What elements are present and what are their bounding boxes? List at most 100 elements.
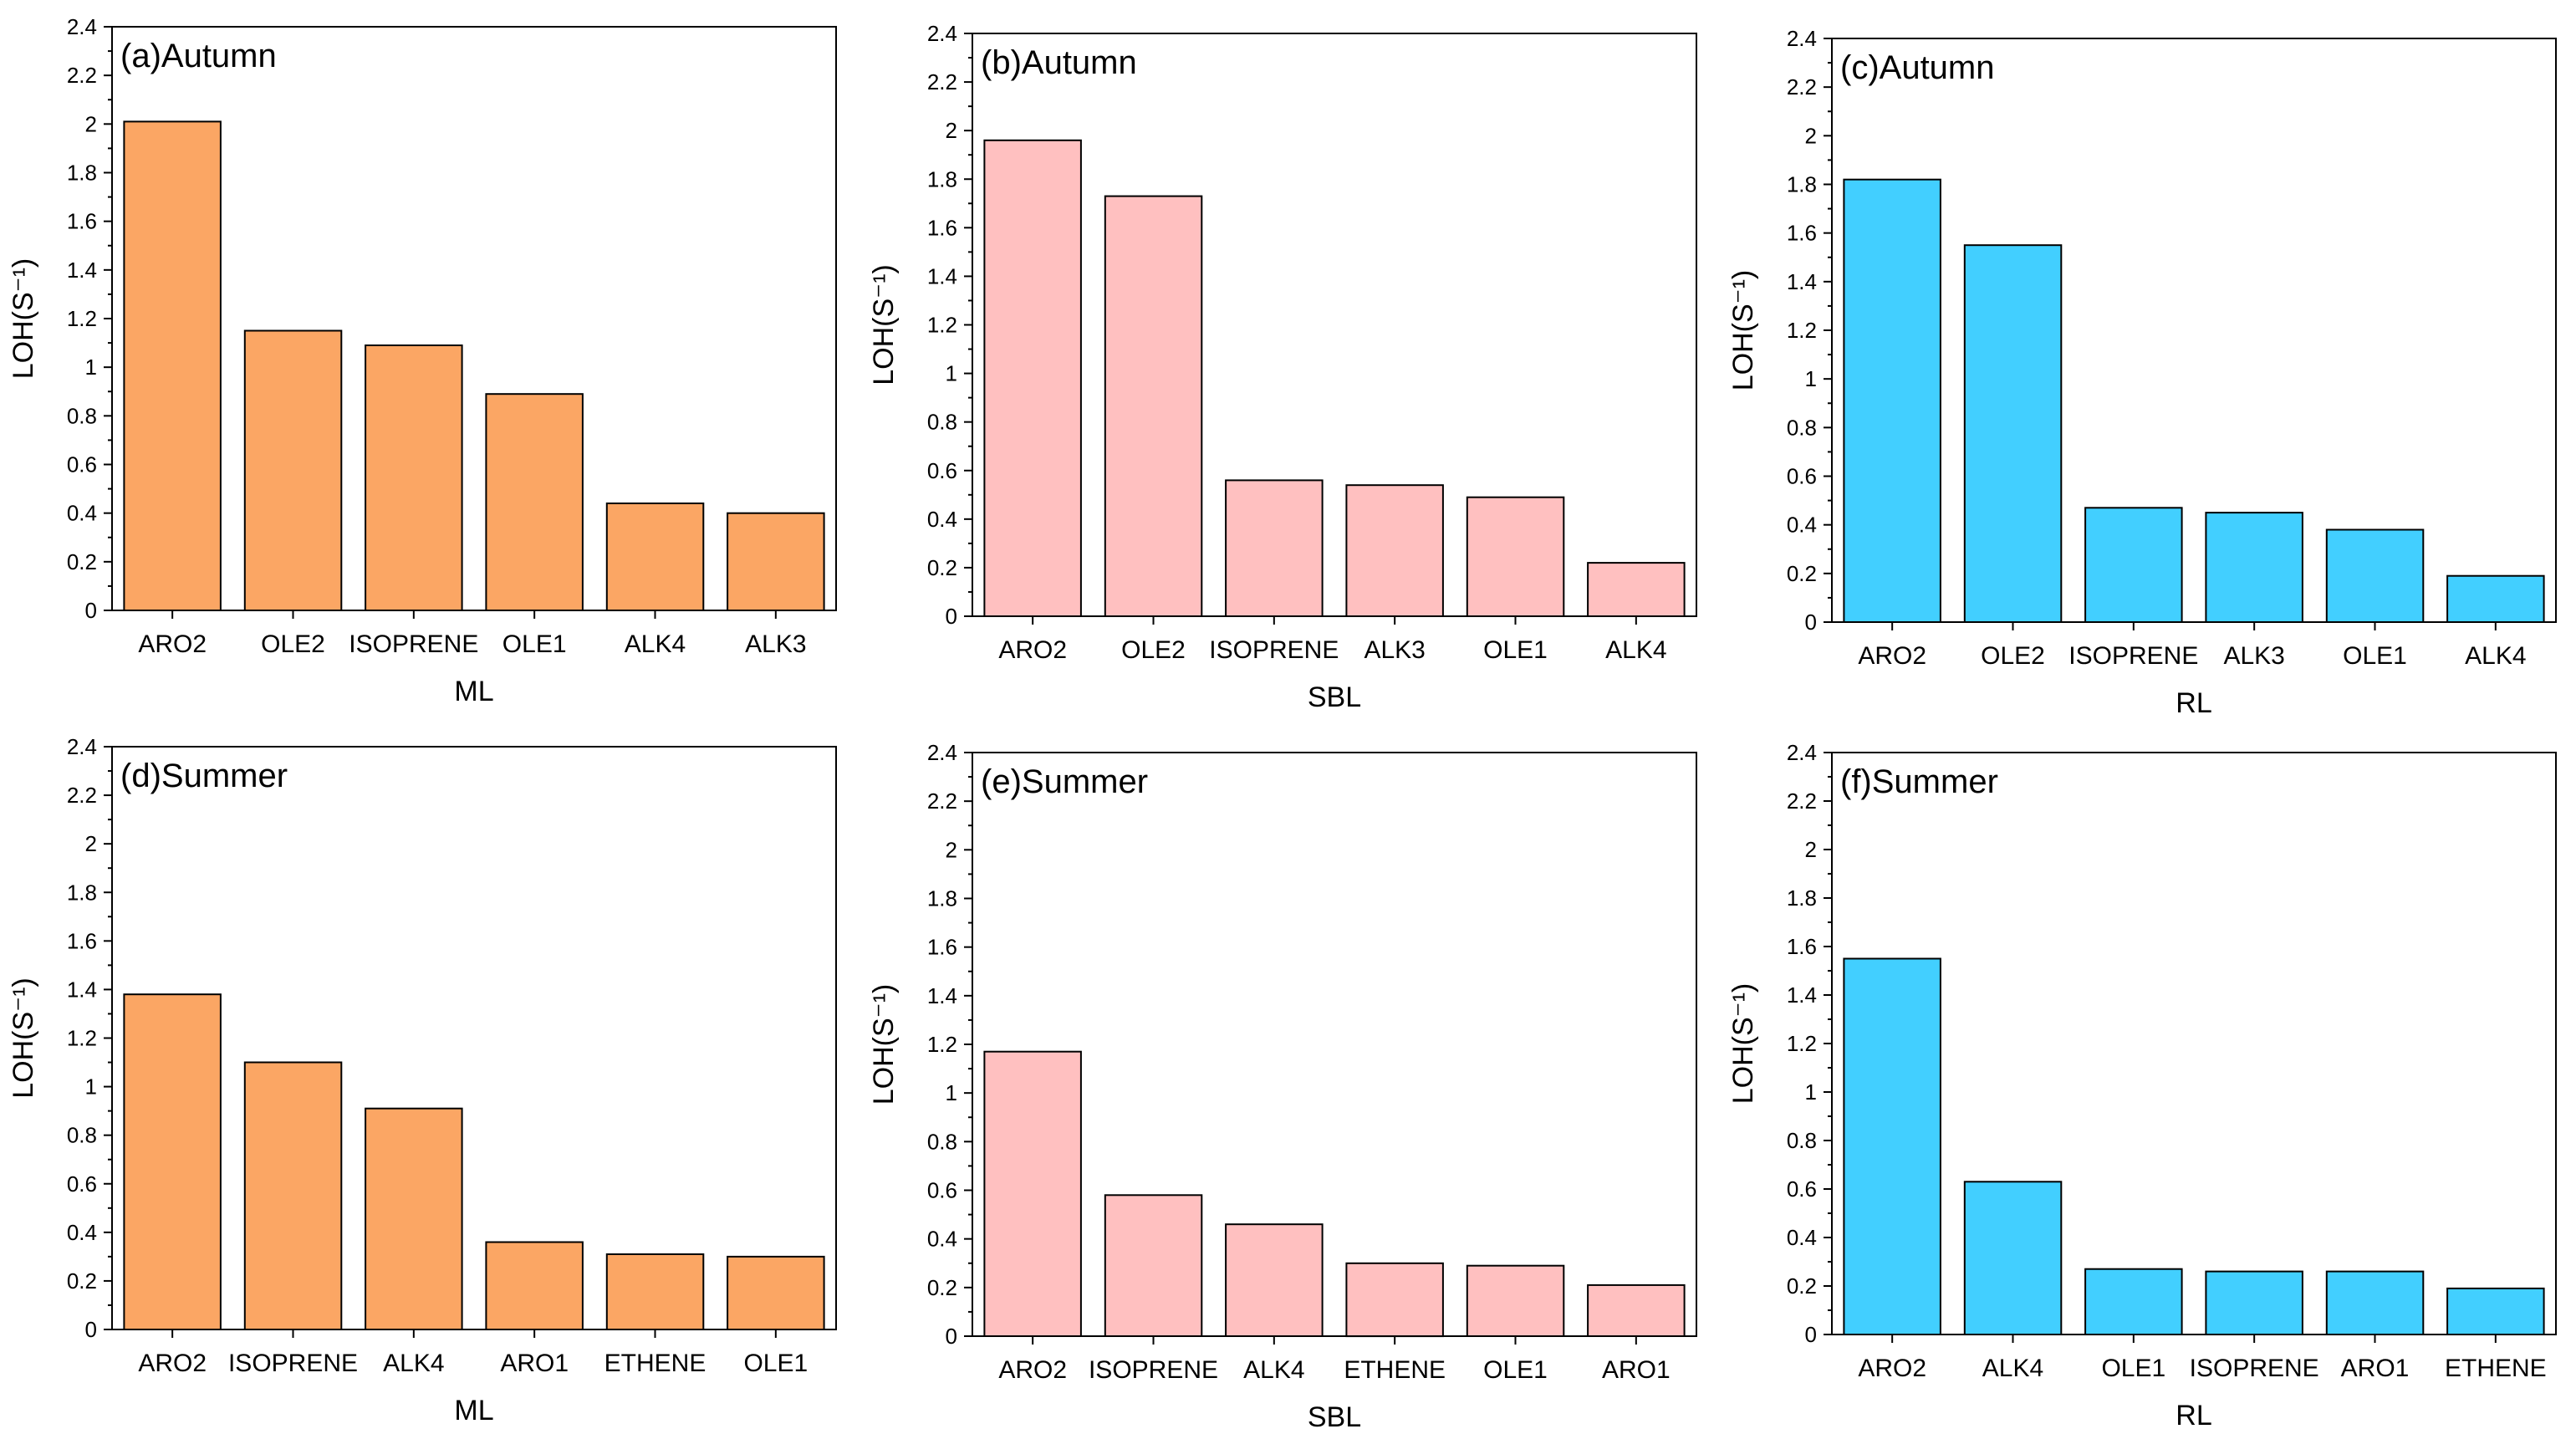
bar-aro1: [2325, 1270, 2425, 1335]
x-tick-label: OLE1: [743, 1350, 808, 1377]
y-tick-label: 1.4: [1787, 269, 1817, 294]
panel-title: (a)Autumn: [120, 38, 277, 74]
x-tick-label: OLE1: [2343, 642, 2407, 670]
x-tick-label: ETHENE: [1344, 1356, 1446, 1384]
bar-ole1: [2084, 1268, 2183, 1335]
y-tick-label: 0.4: [927, 1227, 957, 1252]
bar-ethene: [605, 1253, 705, 1330]
bar-aro2: [123, 993, 222, 1330]
y-axis-title: LOH(S⁻¹): [868, 264, 900, 385]
y-tick-label: 0.4: [927, 507, 957, 532]
bar-alk4: [365, 1107, 463, 1330]
y-tick-label: 1.2: [67, 306, 97, 331]
y-tick-label: 1.4: [927, 983, 957, 1008]
y-tick-label: 2: [85, 831, 97, 856]
x-tick-label: ISOPRENE: [2068, 642, 2198, 670]
bar-ole2: [1104, 195, 1203, 617]
x-tick-label: OLE2: [261, 630, 325, 658]
y-tick-label: 2.2: [927, 788, 957, 814]
y-tick-label: 0.4: [1787, 1225, 1817, 1250]
panel-title: (c)Autumn: [1840, 49, 1995, 86]
x-tick-label: ISOPRENE: [2190, 1355, 2319, 1382]
x-axis-title: ML: [454, 676, 493, 707]
y-tick-label: 0: [946, 1324, 957, 1349]
bar-aro2: [983, 1050, 1082, 1337]
bar-alk3: [2205, 512, 2303, 623]
x-tick-label: ARO1: [500, 1350, 569, 1377]
bar-aro2: [1843, 178, 1941, 623]
x-tick-label: ARO2: [1858, 642, 1926, 670]
y-axis-title: LOH(S⁻¹): [8, 977, 39, 1099]
x-tick-label: ISOPRENE: [1209, 636, 1339, 664]
chart-panel-2: 0 0.2 0.4 0.6 0.8 1 1.2 1.4 1.6 1.8 2 2.2 2.4 ARO2 OLE…: [868, 21, 1697, 713]
x-tick-label: ALK4: [1605, 636, 1666, 664]
y-tick-label: 2.2: [67, 783, 97, 808]
y-axis-title: LOH(S⁻¹): [8, 258, 39, 380]
y-tick-label: 2: [946, 118, 957, 143]
y-tick-label: 0.2: [1787, 561, 1817, 586]
x-tick-label: ARO1: [2341, 1355, 2410, 1382]
bar-aro2: [123, 120, 222, 611]
y-tick-label: 2: [1805, 123, 1817, 148]
y-tick-label: 2.4: [67, 14, 97, 39]
y-tick-label: 2: [946, 837, 957, 862]
x-tick-label: ARO2: [138, 630, 207, 658]
y-tick-label: 1.6: [67, 928, 97, 953]
bar-alk4: [1225, 1223, 1324, 1337]
bar-isoprene: [1225, 479, 1324, 618]
y-tick-label: 1.2: [1787, 1031, 1817, 1056]
y-tick-label: 1.4: [927, 263, 957, 288]
bar-isoprene: [365, 344, 463, 611]
x-axis-title: RL: [2176, 687, 2211, 719]
y-tick-label: 1.8: [67, 161, 97, 186]
y-tick-label: 2.4: [927, 21, 957, 46]
y-tick-label: 2: [1805, 837, 1817, 862]
bar-isoprene: [243, 1061, 343, 1330]
y-tick-label: 0: [85, 598, 97, 623]
chart-panel-4: 0 0.2 0.4 0.6 0.8 1 1.2 1.4 1.6 1.8 2 2.2 2.4 ARO2 ISO…: [8, 734, 837, 1426]
x-tick-label: ALK4: [2465, 642, 2526, 670]
bar-aro2: [983, 139, 1082, 618]
y-tick-label: 1.4: [1787, 982, 1817, 1008]
y-tick-label: 0.6: [1787, 464, 1817, 489]
y-tick-label: 0.4: [67, 1220, 97, 1245]
y-tick-label: 1.6: [1787, 934, 1817, 959]
y-tick-label: 1: [1805, 366, 1817, 391]
y-tick-label: 1.8: [1787, 172, 1817, 197]
y-tick-label: 0.8: [67, 1123, 97, 1148]
y-tick-label: 0.8: [927, 410, 957, 435]
y-tick-label: 2: [85, 111, 97, 136]
y-tick-label: 1.8: [927, 886, 957, 911]
y-tick-label: 1.8: [67, 880, 97, 905]
x-axis-title: RL: [2176, 1400, 2211, 1431]
y-tick-label: 2.2: [1787, 788, 1817, 814]
bar-ethene: [1345, 1262, 1444, 1338]
x-tick-label: ALK3: [1364, 636, 1425, 664]
bar-ole1: [2325, 528, 2425, 623]
y-tick-label: 1: [85, 355, 97, 380]
bar-ole1: [485, 393, 584, 611]
y-tick-label: 1.4: [67, 977, 97, 1002]
bar-alk3: [1345, 484, 1444, 618]
x-tick-label: OLE1: [2101, 1355, 2165, 1382]
y-tick-label: 0: [85, 1317, 97, 1342]
bar-alk4: [1963, 1181, 2063, 1336]
y-tick-label: 2.4: [1787, 740, 1817, 765]
y-tick-label: 1.6: [927, 215, 957, 240]
y-tick-label: 2.4: [1787, 26, 1817, 51]
y-tick-label: 2.2: [1787, 74, 1817, 100]
y-tick-label: 0.6: [927, 1178, 957, 1203]
y-tick-label: 1.2: [1787, 318, 1817, 343]
panel-title: (e)Summer: [981, 763, 1148, 800]
y-tick-label: 0: [1805, 1322, 1817, 1347]
y-axis-title: LOH(S⁻¹): [1727, 983, 1759, 1105]
bar-ethene: [2446, 1287, 2545, 1336]
x-tick-label: ARO2: [1858, 1355, 1926, 1382]
x-tick-label: ARO2: [998, 1356, 1067, 1384]
bar-isoprene: [2205, 1270, 2303, 1335]
x-tick-label: ISOPRENE: [228, 1350, 358, 1377]
x-tick-label: ISOPRENE: [349, 630, 478, 658]
y-tick-label: 0.2: [927, 555, 957, 580]
x-tick-label: ALK3: [2223, 642, 2284, 670]
